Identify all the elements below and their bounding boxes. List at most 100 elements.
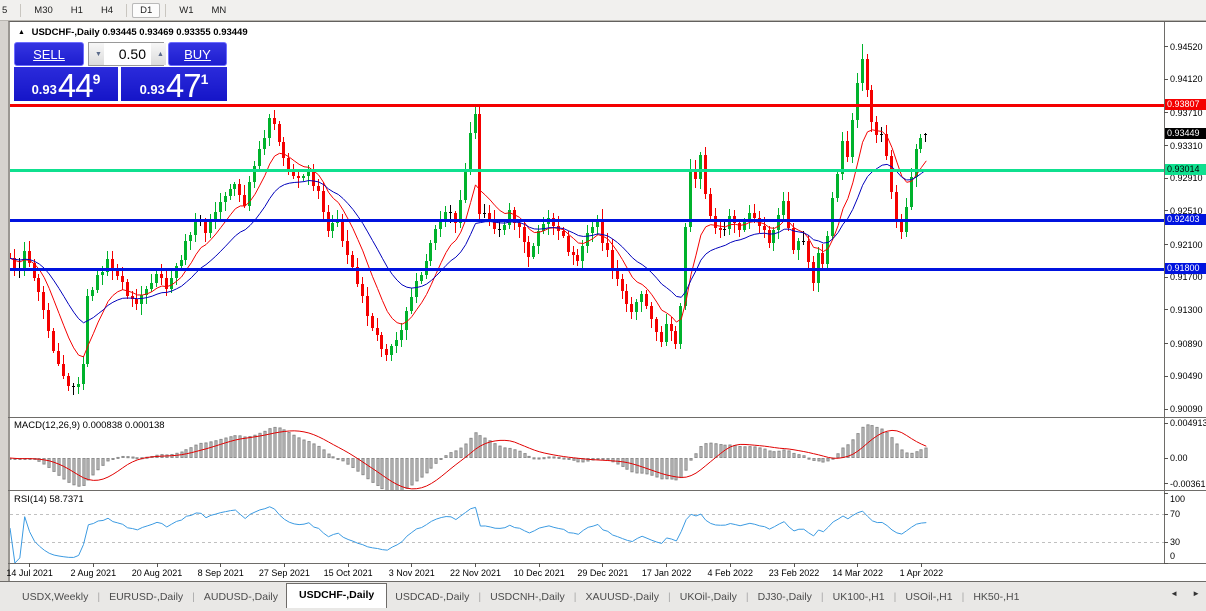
date-axis-label: 20 Aug 2021 [131,568,183,578]
macd-axis-tick [1164,423,1168,424]
rsi-axis-label: 70 [1170,509,1181,519]
tab-separator: | [668,591,671,603]
price-axis-tick [1164,277,1168,278]
volume-increase-button[interactable]: ▲ [151,43,166,65]
tab-scroll-right-icon[interactable]: ► [1192,589,1200,598]
timeframe-button-h1[interactable]: H1 [70,4,83,16]
date-axis-tick [730,563,731,567]
toolbar-separator [165,3,167,17]
date-axis-tick [348,563,349,567]
price-badge: 0.93449 [1165,128,1206,140]
date-axis-tick [857,563,858,567]
buy-button[interactable]: BUY [168,42,227,66]
date-axis-label: 10 Dec 2021 [513,568,565,578]
timeframe-button-5[interactable]: 5 [2,4,8,16]
chart-tab-usoil-h1[interactable]: USOil-,H1 [905,591,953,603]
chart-title: ▲ USDCHF-,Daily 0.93445 0.93469 0.93355 … [18,27,248,38]
date-axis-tick [93,563,94,567]
pane-divider [8,563,1206,564]
timeframe-button-m30[interactable]: M30 [34,4,53,16]
tab-scroll-arrows: ◄ ► [1170,589,1200,598]
price-axis-label: 0.91700 [1170,272,1203,283]
price-axis-label: 0.90490 [1170,371,1203,382]
tab-scroll-left-icon[interactable]: ◄ [1170,589,1179,598]
timeframe-button-h4[interactable]: H4 [100,4,114,16]
symbol-marker-icon: ▲ [18,29,25,36]
price-badge: 0.93807 [1165,98,1206,110]
date-axis-tick [794,563,795,567]
rsi-axis-tick [1164,542,1168,543]
rsi-label: RSI(14) 58.7371 [14,494,84,505]
date-axis-label: 29 Dec 2021 [577,568,629,578]
price-axis-tick [1164,178,1168,179]
macd-canvas[interactable] [10,418,1165,490]
price-axis-label: 0.92100 [1170,239,1203,250]
ohlc-close: 0.93449 [213,27,248,38]
macd-axis-tick [1164,483,1168,484]
price-badge: 0.92403 [1165,213,1206,225]
date-axis-tick [475,563,476,567]
date-axis-label: 8 Sep 2021 [197,568,244,578]
price-axis-label: 0.94120 [1170,74,1203,85]
chart-tab-hk50-h1[interactable]: HK50-,H1 [973,591,1020,603]
macd-value-main: 0.000838 [82,420,123,431]
chart-tab-uk100-h1[interactable]: UK100-,H1 [832,591,885,603]
macd-value-signal: 0.000138 [124,420,165,431]
timeframe-button-w1[interactable]: W1 [179,4,194,16]
price-axis-tick [1164,79,1168,80]
price-axis-tick [1164,244,1168,245]
date-axis-label: 15 Oct 2021 [323,568,373,578]
date-axis-label: 27 Sep 2021 [258,568,310,578]
date-axis-label: 1 Apr 2022 [899,568,944,578]
chart-tab-usdx-weekly[interactable]: USDX,Weekly [22,591,89,603]
rsi-canvas[interactable] [10,492,1165,563]
chart-tab-audusd-daily[interactable]: AUDUSD-,Daily [203,591,278,603]
rsi-axis-label: 30 [1170,537,1181,547]
chart-tab-ukoil-daily[interactable]: UKOil-,Daily [679,591,737,603]
chart-tab-dj30-daily[interactable]: DJ30-,Daily [757,591,812,603]
rsi-axis-label: 100 [1170,494,1186,504]
date-axis-tick [157,563,158,567]
rsi-axis-tick [1164,514,1168,515]
date-axis-tick [284,563,285,567]
volume-input[interactable] [104,43,151,65]
date-axis-label: 22 Nov 2021 [449,568,502,578]
ohlc-open: 0.93445 [102,27,137,38]
date-axis-label: 14 Mar 2022 [832,568,883,578]
price-axis-label: 0.91300 [1170,304,1203,315]
price-axis-tick [1164,343,1168,344]
buy-price[interactable]: 0.93 47 1 [121,67,227,102]
tab-separator: | [745,591,749,603]
tab-separator: | [478,591,482,603]
chart-tab-usdcad-daily[interactable]: USDCAD-,Daily [395,591,470,603]
chart-tab-xauusd-daily[interactable]: XAUUSD-,Daily [585,591,659,603]
rsi-axis-label: 0 [1170,551,1176,561]
toolbar-separator [20,3,22,17]
pane-divider [8,490,1206,491]
macd-axis-tick [1164,458,1168,459]
axis-divider [1164,22,1165,563]
chart-tab-usdcnh-daily[interactable]: USDCNH-,Daily [490,591,565,603]
macd-label: MACD(12,26,9) 0.000838 0.000138 [14,420,165,431]
chart-tab-bar: USDX,Weekly | EURUSD-,Daily | AUDUSD-,Daily U… [0,581,1206,611]
chart-tab-eurusd-daily[interactable]: EURUSD-,Daily [109,591,184,603]
chart-tab-usdchf-daily[interactable]: USDCHF-,Daily [285,583,388,608]
volume-decrease-button[interactable]: ▼ [89,43,104,65]
rsi-axis-tick [1164,563,1168,564]
rsi-value: 58.7371 [49,494,84,505]
price-axis-tick [1164,309,1168,310]
one-click-trade-panel: SELL ▼ ▲ BUY 0.93 44 9 0.93 47 1 [14,42,227,102]
sell-price[interactable]: 0.93 44 9 [14,67,118,102]
ohlc-low: 0.93355 [176,27,211,38]
date-axis-label: 14 Jul 2021 [6,568,53,578]
tab-separator: | [893,591,897,603]
sell-button[interactable]: SELL [14,42,84,66]
date-axis-label: 2 Aug 2021 [70,568,117,578]
date-axis-label: 3 Nov 2021 [388,568,435,578]
timeframe-button-mn[interactable]: MN [211,4,227,16]
tabs: USDX,Weekly | EURUSD-,Daily | AUDUSD-,Daily U… [14,583,1027,608]
price-axis-label: 0.90890 [1170,338,1203,349]
price-axis-label: 0.92910 [1170,173,1203,184]
timeframe-button-d1[interactable]: D1 [132,2,161,18]
